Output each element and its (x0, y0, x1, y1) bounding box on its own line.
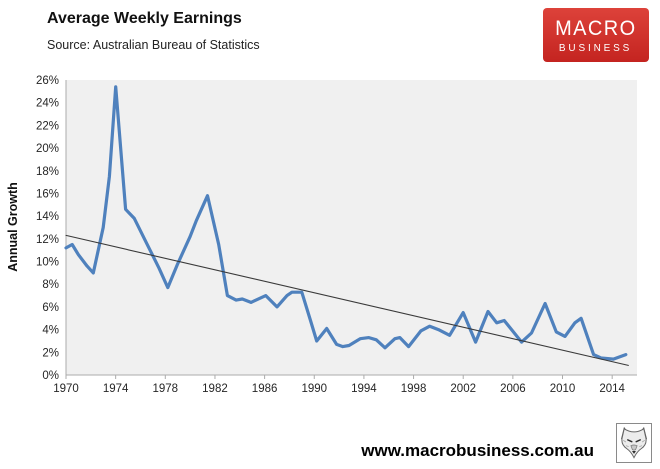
logo-line-business: BUSINESS (559, 41, 633, 54)
chart-title: Average Weekly Earnings (47, 10, 242, 27)
website-url: www.macrobusiness.com.au (361, 441, 594, 460)
x-tick-label: 1986 (252, 383, 278, 395)
macrobusiness-logo: MACRO BUSINESS (543, 8, 649, 62)
x-tick-label: 1990 (301, 383, 327, 395)
y-tick-label: 2% (42, 347, 59, 359)
x-tick-label: 1974 (103, 383, 129, 395)
y-axis-title: Annual Growth (6, 182, 20, 272)
series-annual-growth (64, 85, 628, 361)
y-tick-label: 20% (36, 143, 59, 155)
y-tick-label: 8% (42, 279, 59, 291)
y-tick-label: 16% (36, 188, 59, 200)
y-tick-label: 0% (42, 370, 59, 382)
x-tick-label: 1970 (53, 383, 79, 395)
chart-source: Source: Australian Bureau of Statistics (47, 38, 260, 52)
y-tick-label: 4% (42, 325, 59, 337)
x-tick-label: 2014 (599, 383, 625, 395)
series-trend-line (65, 234, 629, 366)
y-tick-label: 12% (36, 234, 59, 246)
y-tick-label: 6% (42, 302, 59, 314)
wolf-logo (616, 423, 652, 463)
y-tick-label: 24% (36, 98, 59, 110)
x-tick-label: 1978 (153, 383, 179, 395)
y-tick-label: 22% (36, 120, 59, 132)
plot-area (66, 80, 637, 375)
wolf-icon (620, 426, 648, 459)
x-tick-label: 1994 (351, 383, 377, 395)
x-tick-label: 1998 (401, 383, 427, 395)
y-tick-label: 14% (36, 211, 59, 223)
y-tick-label: 18% (36, 166, 59, 178)
x-tick-label: 2010 (550, 383, 576, 395)
x-tick-label: 2006 (500, 383, 526, 395)
x-tick-label: 1982 (202, 383, 228, 395)
y-tick-label: 10% (36, 257, 59, 269)
x-tick-label: 2002 (450, 383, 476, 395)
y-tick-label: 26% (36, 75, 59, 87)
logo-line-macro: MACRO (555, 16, 637, 40)
